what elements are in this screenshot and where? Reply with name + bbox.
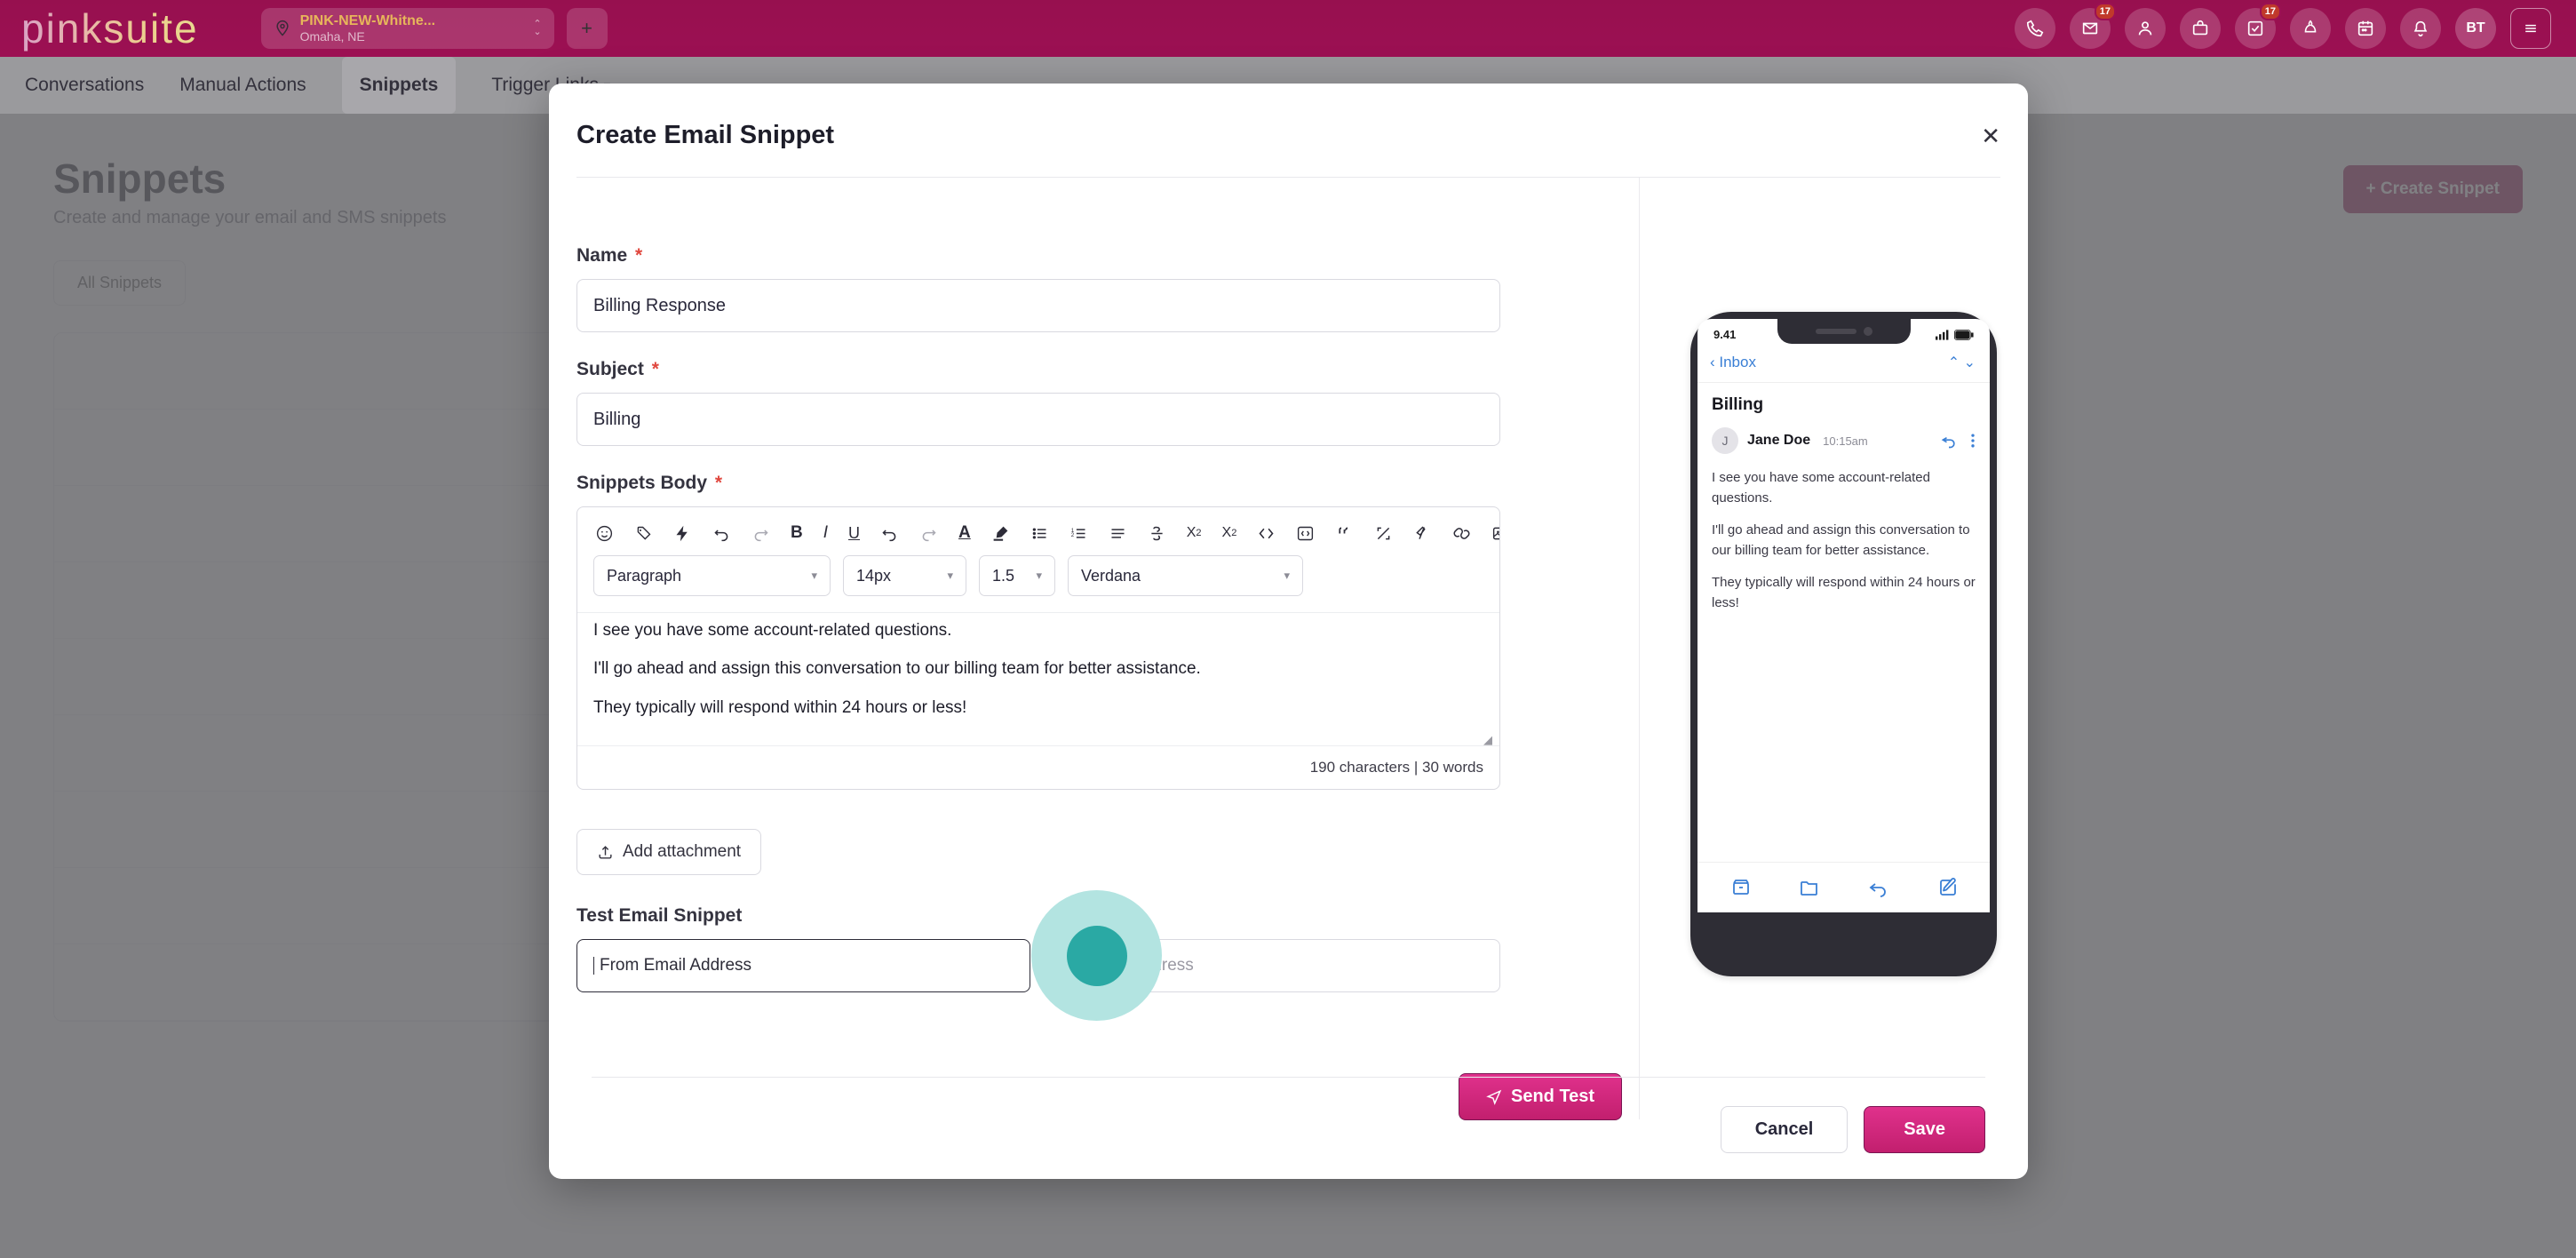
svg-text:2: 2 — [1071, 532, 1075, 538]
